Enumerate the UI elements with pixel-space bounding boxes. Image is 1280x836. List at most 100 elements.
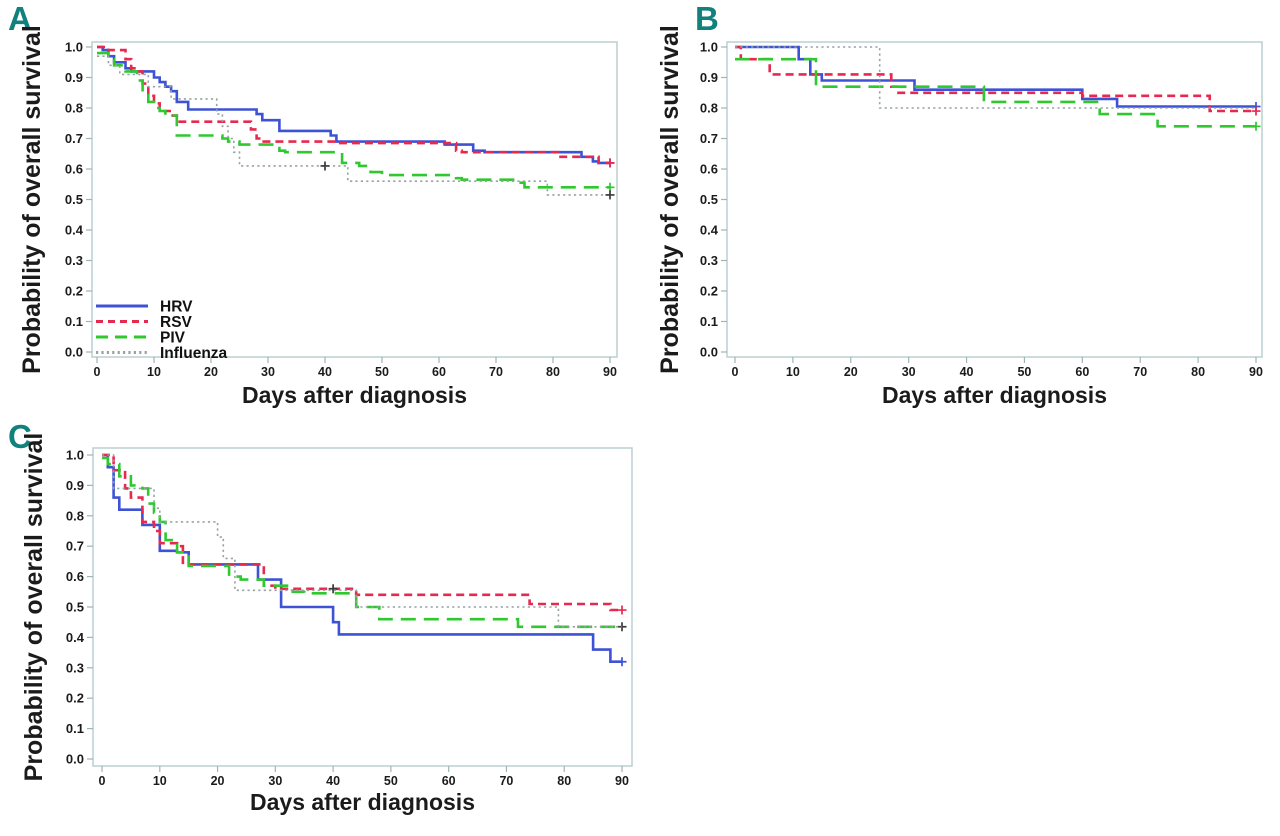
x-tick-label: 20 [211,774,225,788]
x-tick-label: 10 [786,365,800,379]
x-tick-label: 50 [1017,365,1031,379]
y-tick-label: 0.2 [700,284,718,299]
x-tick-label: 0 [94,365,101,379]
y-tick-label: 0.5 [66,600,84,615]
x-tick-label: 20 [844,365,858,379]
y-tick-label: 0.6 [66,569,84,584]
panel-a: A 0.0 0.1 0.2 0.3 0.4 0.5 0.6 0.7 0.8 0.9 1.0 0 10 20… [0,0,648,418]
series-influenza-line [735,46,1256,109]
y-tick-label: 0.9 [66,478,84,493]
legend-label-influenza: Influenza [160,345,228,362]
censor-mark-rsv [1251,106,1261,116]
y-tick-label: 1.0 [66,448,84,463]
x-tick-label: 40 [326,774,340,788]
y-tick-label: 0.2 [65,284,83,299]
x-tick-label: 80 [557,774,571,788]
series-hrv-line [97,45,610,165]
y-tick-label: 0.1 [66,721,84,736]
x-tick-label: 0 [732,365,739,379]
x-tick-label: 80 [546,365,560,379]
y-tick-label: 0.7 [66,539,84,554]
legend-label-hrv: HRV [160,299,193,316]
x-tick-label: 50 [384,774,398,788]
series-piv-line [102,456,622,629]
censor-mark-rsv [605,158,615,168]
censor-mark-piv [1251,121,1261,131]
x-tick-label: 20 [204,365,218,379]
legend-label-rsv: RSV [160,314,193,331]
x-tick-label: 60 [1075,365,1089,379]
panel-a-letter: A [8,0,32,37]
x-tick-label: 30 [261,365,275,379]
x-tick-label: 70 [489,365,503,379]
y-tick-label: 0.0 [66,752,84,767]
y-tick-label: 1.0 [700,40,718,55]
survival-chart-b: 0.0 0.1 0.2 0.3 0.4 0.5 0.6 0.7 0.8 0.9 1.0 0 10 20 30… [656,25,1263,408]
x-tick-label: 90 [1249,365,1263,379]
y-tick-label: 0.3 [66,660,84,675]
y-tick-label: 0.1 [65,314,83,329]
x-tick-label: 40 [960,365,974,379]
y-tick-label: 0.5 [700,192,718,207]
series-hrv-line [735,45,1256,108]
censor-mark-piv [605,182,615,192]
y-tick-label: 0.1 [700,314,718,329]
x-tick-label: 60 [432,365,446,379]
panel-c-letter: C [8,418,32,455]
survival-chart-c: 0.0 0.1 0.2 0.3 0.4 0.5 0.6 0.7 0.8 0.9 1.0 0 10 20 30… [20,433,633,815]
y-tick-label: 0.6 [65,162,83,177]
y-tick-label: 0.4 [700,223,719,238]
y-tick-label: 0.3 [65,253,83,268]
legend-label-piv: PIV [160,330,186,347]
x-axis-title: Days after diagnosis [242,382,467,408]
y-tick-label: 0.8 [65,101,83,116]
y-tick-label: 0.3 [700,253,718,268]
y-tick-label: 0.5 [65,192,83,207]
x-axis-title: Days after diagnosis [882,382,1107,408]
y-tick-label: 0.4 [65,223,84,238]
censor-mark-influenza [320,161,330,171]
panel-b: B 0.0 0.1 0.2 0.3 0.4 0.5 0.6 0.7 0.8 0.9 1.0 0 10 20… [648,0,1280,418]
y-tick-label: 0.8 [66,508,84,523]
x-tick-label: 10 [153,774,167,788]
x-axis-title: Days after diagnosis [250,789,475,815]
y-tick-label: 1.0 [65,40,83,55]
y-tick-label: 0.9 [700,70,718,85]
series-influenza-line [97,55,610,196]
x-tick-label: 80 [1191,365,1205,379]
y-tick-label: 0.7 [65,131,83,146]
y-tick-label: 0.0 [700,345,718,360]
y-tick-label: 0.2 [66,691,84,706]
x-tick-label: 70 [1133,365,1147,379]
x-tick-label: 90 [615,774,629,788]
x-tick-label: 30 [902,365,916,379]
y-tick-label: 0.4 [66,630,85,645]
x-tick-label: 50 [375,365,389,379]
x-tick-label: 40 [318,365,332,379]
x-tick-label: 60 [442,774,456,788]
x-tick-label: 90 [603,365,617,379]
y-axis-title: Probability of overall survival [18,25,46,374]
censor-mark-influenza [605,190,615,200]
x-tick-label: 70 [499,774,513,788]
y-tick-label: 0.0 [65,345,83,360]
censor-mark-hrv [617,657,627,667]
plot-box [91,41,618,358]
series-piv-line [97,51,610,189]
x-tick-label: 0 [99,774,106,788]
x-tick-label: 30 [268,774,282,788]
y-tick-label: 0.9 [65,70,83,85]
y-axis-title: Probability of overall survival [20,433,48,782]
censor-mark-rsv [617,605,627,615]
y-tick-label: 0.6 [700,162,718,177]
survival-chart-a: 0.0 0.1 0.2 0.3 0.4 0.5 0.6 0.7 0.8 0.9 1.0 0 10 20 30… [18,25,618,408]
panel-c: C 0.0 0.1 0.2 0.3 0.4 0.5 0.6 0.7 0.8 0.9 1.0 0 10 20… [0,418,660,836]
series-piv-line [735,57,1256,128]
series-influenza-line [102,454,622,628]
y-tick-label: 0.7 [700,131,718,146]
x-tick-label: 10 [147,365,161,379]
censor-mark-rsv [328,584,338,594]
y-axis-title: Probability of overall survival [656,25,684,374]
y-tick-label: 0.8 [700,101,718,116]
